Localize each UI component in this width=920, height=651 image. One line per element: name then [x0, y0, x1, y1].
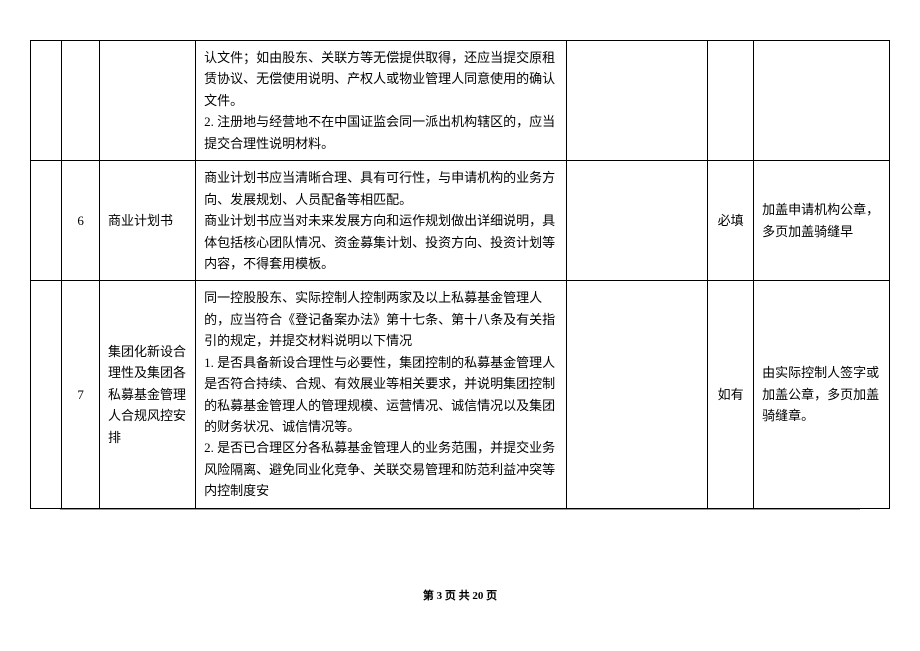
cell-content: 商业计划书应当清晰合理、具有可行性，与申请机构的业务方向、发展规划、人员配备等相…	[196, 161, 567, 281]
cell-blank	[31, 41, 62, 161]
cell-notes: 由实际控制人签字或加盖公章，多页加盖骑缝章。	[754, 281, 890, 508]
document-table: 认文件；如由股东、关联方等无偿提供取得，还应当提交原租赁协议、无偿使用说明、产权…	[30, 40, 890, 509]
table-row: 7 集团化新设合理性及集团各私募基金管理人合规风控安排 同一控股股东、实际控制人…	[31, 281, 890, 508]
cell-num: 7	[62, 281, 100, 508]
cell-content: 认文件；如由股东、关联方等无偿提供取得，还应当提交原租赁协议、无偿使用说明、产权…	[196, 41, 567, 161]
cell-num	[62, 41, 100, 161]
footer-divider	[60, 509, 860, 510]
cell-notes: 加盖申请机构公章，多页加盖骑缝早	[754, 161, 890, 281]
cell-name	[99, 41, 195, 161]
page-footer: 第 3 页 共 20 页	[0, 587, 920, 603]
cell-empty	[567, 41, 708, 161]
cell-num: 6	[62, 161, 100, 281]
cell-name: 集团化新设合理性及集团各私募基金管理人合规风控安排	[99, 281, 195, 508]
cell-empty	[567, 281, 708, 508]
cell-required: 如有	[708, 281, 754, 508]
table-row: 认文件；如由股东、关联方等无偿提供取得，还应当提交原租赁协议、无偿使用说明、产权…	[31, 41, 890, 161]
cell-required: 必填	[708, 161, 754, 281]
cell-blank	[31, 281, 62, 508]
cell-name: 商业计划书	[99, 161, 195, 281]
table-row: 6 商业计划书 商业计划书应当清晰合理、具有可行性，与申请机构的业务方向、发展规…	[31, 161, 890, 281]
cell-required	[708, 41, 754, 161]
cell-blank	[31, 161, 62, 281]
cell-empty	[567, 161, 708, 281]
cell-notes	[754, 41, 890, 161]
cell-content: 同一控股股东、实际控制人控制两家及以上私募基金管理人的，应当符合《登记备案办法》…	[196, 281, 567, 508]
